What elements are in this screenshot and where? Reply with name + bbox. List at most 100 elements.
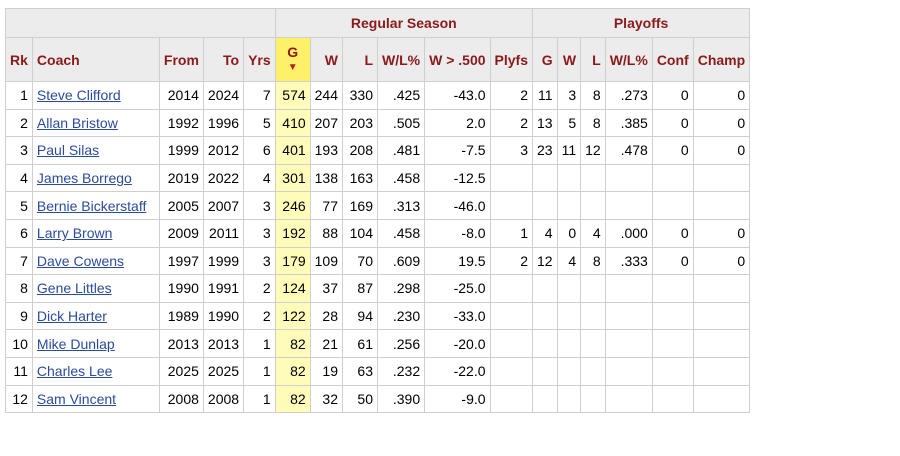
col-header-l[interactable]: L xyxy=(342,37,378,82)
col-header-playoff-g[interactable]: G xyxy=(532,37,558,82)
cell-w500: -8.0 xyxy=(424,218,491,248)
col-header-conf[interactable]: Conf xyxy=(651,37,694,82)
cell-pwlpct: .000 xyxy=(604,218,653,248)
table-row: 2 Allan Bristow 1992 1996 5 410 207 203.505 2.0 2… xyxy=(5,108,751,138)
cell-coach: Mike Dunlap xyxy=(31,329,160,358)
cell-yrs: 7 xyxy=(243,81,276,110)
cell-w500: 2.0 xyxy=(424,108,491,138)
coach-link[interactable]: Dave Cowens xyxy=(36,252,125,269)
cell-rk: 8 xyxy=(5,274,33,303)
cell-champ: 0 xyxy=(692,81,751,110)
coach-link[interactable]: Allan Bristow xyxy=(36,114,118,131)
cell-yrs: 3 xyxy=(243,218,276,248)
table-row: 8 Gene Littles 1990 1991 2 124 37 87.298 -25.0 xyxy=(5,274,751,303)
cell-wlpct: .609 xyxy=(376,246,426,276)
col-header-w-over-500[interactable]: W > .500 xyxy=(424,37,491,82)
col-header-playoff-l[interactable]: L xyxy=(580,37,606,82)
coach-link[interactable]: Mike Dunlap xyxy=(36,335,115,352)
col-header-playoff-appearances[interactable]: Plyfs xyxy=(489,37,534,82)
cell-pl xyxy=(580,356,606,386)
cell-pl xyxy=(580,384,606,414)
cell-w500: -46.0 xyxy=(424,191,491,220)
cell-coach: Charles Lee xyxy=(31,356,160,386)
cell-g: 82 xyxy=(274,356,311,386)
coach-link[interactable]: James Borrego xyxy=(36,170,132,187)
cell-wlpct: .256 xyxy=(376,329,426,358)
cell-pwlpct xyxy=(604,384,653,414)
cell-pg xyxy=(532,301,558,331)
cell-pg xyxy=(532,356,558,386)
table-row: 12 Sam Vincent 2008 2008 1 82 32 50.390 -9.0 xyxy=(5,384,751,414)
cell-pg xyxy=(532,384,558,414)
cell-rk: 10 xyxy=(5,329,33,358)
col-header-playoff-wl-pct[interactable]: W/L% xyxy=(604,37,653,82)
cell-l: 63 xyxy=(342,356,378,386)
coach-link[interactable]: Bernie Bickerstaff xyxy=(36,197,147,214)
cell-w500: -43.0 xyxy=(424,81,491,110)
table-row: 10 Mike Dunlap 2013 2013 1 82 21 61.256 -20.0 xyxy=(5,329,751,358)
cell-yrs: 5 xyxy=(243,108,276,138)
cell-w: 21 xyxy=(309,329,344,358)
cell-yrs: 6 xyxy=(243,136,276,165)
cell-to: 1999 xyxy=(202,246,245,276)
cell-plyfs xyxy=(489,191,534,220)
cell-rk: 4 xyxy=(5,163,33,193)
cell-pwlpct xyxy=(604,191,653,220)
table-row: 7 Dave Cowens 1997 1999 3 179 109 70.609 19.5 2 12… xyxy=(5,246,751,276)
cell-pg: 11 xyxy=(532,81,558,110)
col-header-coach[interactable]: Coach xyxy=(31,37,160,82)
coach-link[interactable]: Steve Clifford xyxy=(36,87,121,104)
coach-link[interactable]: Paul Silas xyxy=(36,142,100,159)
cell-pl xyxy=(580,163,606,193)
cell-pwlpct: .273 xyxy=(604,81,653,110)
table-row: 9 Dick Harter 1989 1990 2 122 28 94.230 -33.0 xyxy=(5,301,751,331)
cell-rk: 1 xyxy=(5,81,33,110)
cell-coach: Sam Vincent xyxy=(31,384,160,414)
coach-link[interactable]: Sam Vincent xyxy=(36,390,117,407)
cell-champ xyxy=(692,191,751,220)
col-header-to[interactable]: To xyxy=(202,37,245,82)
cell-yrs: 1 xyxy=(243,329,276,358)
cell-pwlpct xyxy=(604,329,653,358)
cell-to: 2008 xyxy=(202,384,245,414)
coach-link[interactable]: Larry Brown xyxy=(36,225,113,242)
cell-plyfs: 2 xyxy=(489,246,534,276)
cell-conf: 0 xyxy=(651,81,694,110)
coach-link[interactable]: Dick Harter xyxy=(36,308,107,325)
col-header-wl-pct[interactable]: W/L% xyxy=(376,37,426,82)
cell-from: 1999 xyxy=(158,136,204,165)
cell-rk: 9 xyxy=(5,301,33,331)
cell-conf: 0 xyxy=(651,246,694,276)
cell-g: 246 xyxy=(274,191,311,220)
cell-wlpct: .313 xyxy=(376,191,426,220)
cell-conf xyxy=(651,274,694,303)
col-header-rk[interactable]: Rk xyxy=(5,37,33,82)
cell-coach: Allan Bristow xyxy=(31,108,160,138)
cell-pw xyxy=(556,274,582,303)
col-header-yrs[interactable]: Yrs xyxy=(243,37,276,82)
cell-w: 109 xyxy=(309,246,344,276)
cell-plyfs xyxy=(489,356,534,386)
coach-link[interactable]: Charles Lee xyxy=(36,363,113,380)
col-header-w[interactable]: W xyxy=(309,37,344,82)
cell-to: 2007 xyxy=(202,191,245,220)
col-header-playoff-w[interactable]: W xyxy=(556,37,582,82)
cell-to: 2024 xyxy=(202,81,245,110)
cell-champ xyxy=(692,356,751,386)
cell-from: 1997 xyxy=(158,246,204,276)
cell-yrs: 4 xyxy=(243,163,276,193)
cell-w: 244 xyxy=(309,81,344,110)
col-header-from[interactable]: From xyxy=(158,37,204,82)
cell-wlpct: .298 xyxy=(376,274,426,303)
cell-g: 124 xyxy=(274,274,311,303)
cell-from: 2025 xyxy=(158,356,204,386)
coach-link[interactable]: Gene Littles xyxy=(36,280,112,297)
col-header-g-sorted[interactable]: G ▼ xyxy=(274,37,311,82)
col-header-champ[interactable]: Champ xyxy=(692,37,751,82)
cell-l: 61 xyxy=(342,329,378,358)
cell-yrs: 3 xyxy=(243,191,276,220)
cell-rk: 3 xyxy=(5,136,33,165)
group-header-regular-season: Regular Season xyxy=(274,8,534,38)
cell-plyfs xyxy=(489,274,534,303)
cell-pg: 4 xyxy=(532,218,558,248)
